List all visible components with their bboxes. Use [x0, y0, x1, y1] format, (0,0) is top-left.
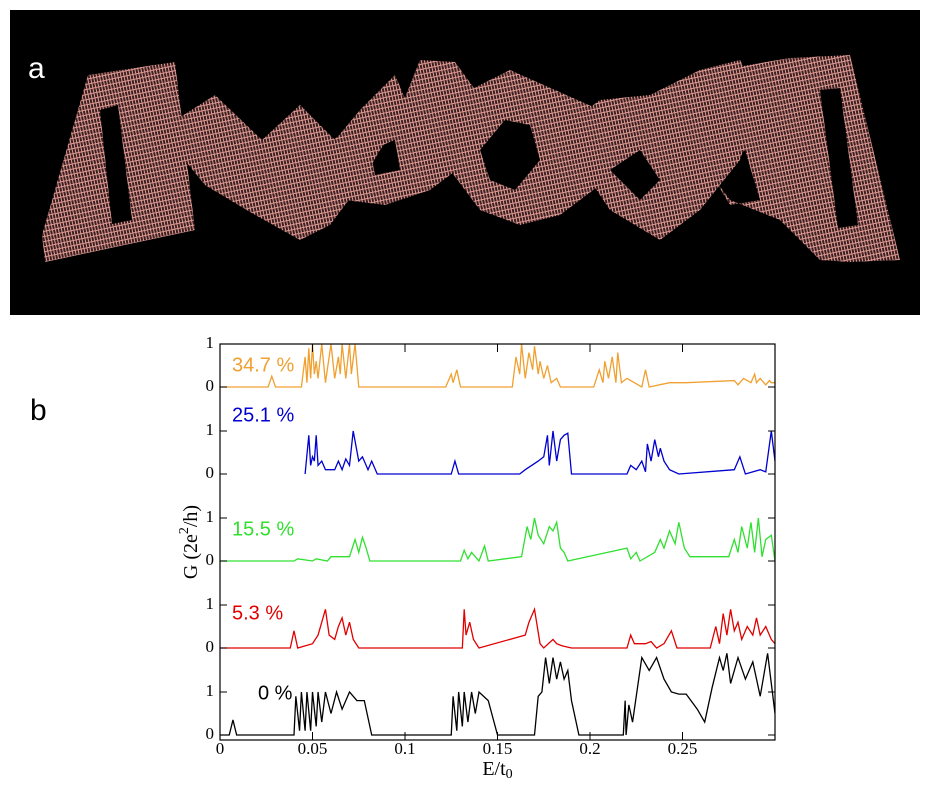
curve-label: 34.7 % [232, 354, 294, 376]
y-tick-label: 0 [206, 550, 215, 569]
x-label-main: E/t [482, 758, 506, 780]
page: {"panel_labels": ["a", "b"], "chart_data… [0, 0, 930, 785]
y-axis-label: G (2e2/h) [177, 505, 201, 579]
x-tick-label: 0 [216, 739, 225, 758]
panel-label: b [30, 394, 47, 427]
panel-label: a [28, 52, 45, 85]
plot-frame [220, 344, 775, 740]
y-tick-label: 0 [206, 376, 215, 395]
x-axis-label: E/t0 [482, 758, 512, 783]
y-label-sup: 2 [177, 527, 192, 534]
x-label-sub: 0 [506, 767, 513, 782]
y-tick-label: 1 [206, 507, 215, 526]
ribbon-image [10, 10, 920, 315]
plot-area [220, 344, 775, 735]
curve-label: 25.1 % [232, 404, 294, 426]
figure: a b 0 1 34.7 % 0 1 25.1 % 0 1 15.5 % 0 1 5.3 % 0 1 0 %… [0, 0, 930, 785]
x-tick-label: 0.15 [483, 739, 513, 758]
y-tick-label: 0 [206, 463, 215, 482]
x-tick-label: 0.2 [579, 739, 600, 758]
y-tick-label: 1 [206, 333, 215, 352]
x-tick-label: 0.05 [298, 739, 328, 758]
curve [220, 609, 775, 648]
x-tick-label: 0.25 [668, 739, 698, 758]
curve-label: 5.3 % [232, 602, 283, 624]
curve [220, 653, 775, 735]
curve-label: 0 % [258, 682, 293, 704]
y-tick-label: 1 [206, 420, 215, 439]
curve-label: 15.5 % [232, 518, 294, 540]
y-tick-label: 1 [206, 681, 215, 700]
y-tick-label: 0 [206, 637, 215, 656]
curve [220, 518, 775, 561]
x-tick-label: 0.1 [394, 739, 415, 758]
y-label-main: G (2e [180, 534, 202, 579]
y-tick-label: 0 [206, 724, 215, 743]
curve [305, 431, 775, 474]
y-label-end: /h) [180, 505, 202, 527]
y-tick-label: 1 [206, 594, 215, 613]
